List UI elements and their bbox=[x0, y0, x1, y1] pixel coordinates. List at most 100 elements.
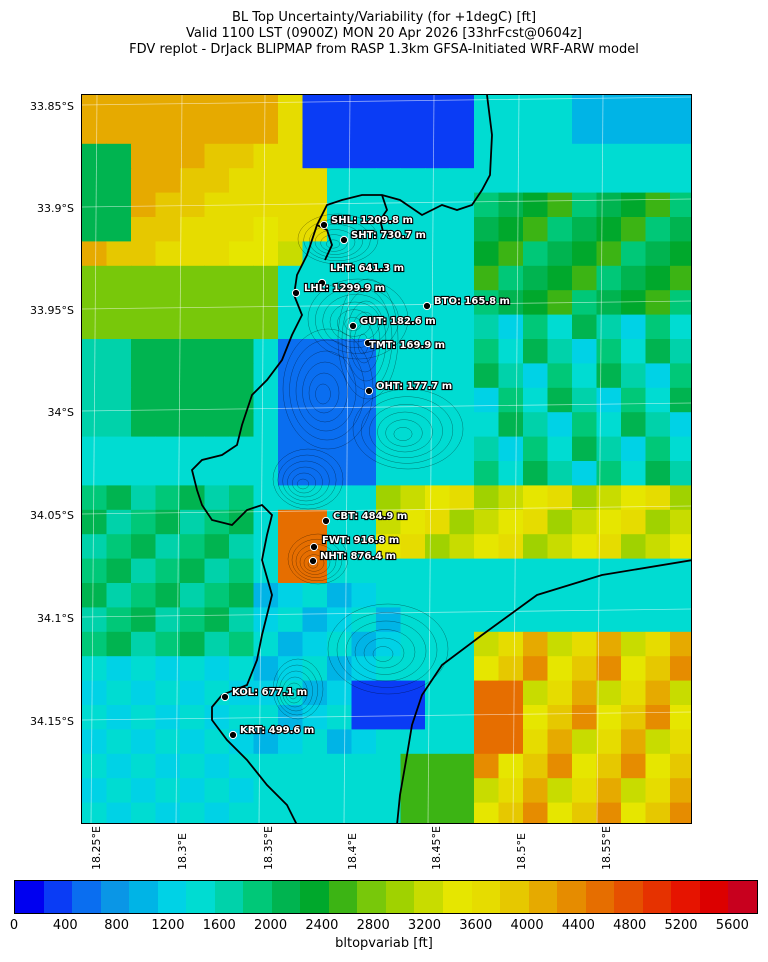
map-canvas: SHL: 1209.8 m SHT: 730.7 m LHT: 641.3 m LHL… bbox=[82, 95, 691, 823]
station-sht[interactable]: SHT: 730.7 m bbox=[339, 229, 427, 245]
grid-cell bbox=[327, 119, 352, 145]
grid-cell bbox=[572, 485, 597, 511]
grid-cell bbox=[351, 485, 377, 511]
grid-cell bbox=[180, 705, 205, 730]
terrain-contour bbox=[327, 603, 449, 695]
grid-cell bbox=[253, 778, 279, 804]
grid-cell bbox=[645, 778, 671, 804]
grid-cell bbox=[547, 119, 573, 145]
grid-cell bbox=[106, 558, 132, 584]
grid-cell bbox=[155, 363, 181, 389]
station-fwt[interactable]: FWT: 916.8 m bbox=[309, 534, 400, 552]
grid-cell bbox=[155, 607, 181, 633]
station-tmt[interactable]: TMT: 169.9 m bbox=[363, 338, 446, 352]
grid-cell bbox=[596, 558, 622, 584]
grid-cell bbox=[547, 265, 573, 291]
grid-cell bbox=[106, 265, 132, 291]
grid-cell bbox=[106, 119, 132, 145]
station-bto[interactable]: BTO: 165.8 m bbox=[422, 295, 511, 311]
terrain-contour bbox=[363, 637, 405, 669]
grid-cell bbox=[82, 143, 107, 169]
grid-cell bbox=[351, 680, 377, 706]
station-krt[interactable]: KRT: 499.6 m bbox=[228, 724, 315, 740]
station-marker[interactable] bbox=[364, 386, 374, 396]
grid-cell bbox=[302, 387, 328, 413]
grid-cell bbox=[400, 729, 426, 755]
terrain-contour bbox=[352, 388, 464, 470]
colorbar-swatch bbox=[671, 881, 700, 913]
station-marker[interactable] bbox=[321, 516, 331, 526]
station-marker[interactable] bbox=[309, 542, 319, 552]
station-label: BTO: 165.8 m bbox=[434, 296, 510, 307]
terrain-contour bbox=[345, 620, 427, 682]
grid-cell bbox=[670, 558, 691, 584]
grid-cell bbox=[449, 607, 475, 633]
station-marker[interactable] bbox=[348, 321, 358, 331]
grid-cell bbox=[376, 241, 401, 267]
grid-cell bbox=[425, 583, 450, 608]
grid-cell bbox=[327, 607, 352, 633]
station-marker[interactable] bbox=[339, 235, 349, 245]
grid-cell bbox=[180, 412, 205, 438]
grid-cell bbox=[204, 753, 230, 779]
colorbar-swatch bbox=[528, 881, 558, 913]
grid-cell bbox=[547, 363, 573, 389]
grid-cell bbox=[351, 412, 377, 438]
station-marker[interactable] bbox=[317, 278, 327, 288]
station-marker[interactable] bbox=[220, 692, 230, 702]
grid-cell bbox=[425, 461, 450, 486]
grid-cell bbox=[621, 119, 646, 145]
grid-cell bbox=[645, 705, 671, 730]
grid-cell bbox=[253, 143, 279, 169]
terrain-contour bbox=[354, 629, 416, 675]
grid-cell bbox=[327, 509, 352, 535]
grid-cell bbox=[425, 363, 450, 389]
station-gut[interactable]: GUT: 182.6 m bbox=[348, 315, 437, 331]
grid-cell bbox=[572, 192, 597, 218]
grid-cell bbox=[572, 119, 597, 145]
grid-cell bbox=[155, 339, 181, 364]
grid-cell bbox=[523, 558, 548, 584]
grid-cell bbox=[425, 753, 450, 779]
grid-cell bbox=[327, 436, 352, 462]
grid-cell bbox=[449, 314, 475, 340]
coastline-segment bbox=[396, 559, 691, 823]
colorbar-swatch bbox=[43, 881, 73, 913]
grid-cell bbox=[278, 631, 303, 657]
grid-cell bbox=[106, 729, 132, 755]
grid-cell bbox=[327, 485, 352, 511]
station-lhl[interactable]: LHL: 1299.9 m bbox=[291, 282, 386, 298]
station-marker[interactable] bbox=[363, 338, 373, 348]
grid-cell bbox=[131, 119, 156, 145]
grid-cell bbox=[351, 753, 377, 779]
grid-cell bbox=[180, 436, 205, 462]
grid-cell bbox=[645, 607, 671, 633]
station-kol[interactable]: KOL: 677.1 m bbox=[220, 686, 308, 702]
grid-cell bbox=[327, 387, 352, 413]
grid-cell bbox=[302, 168, 328, 194]
station-oht[interactable]: OHT: 177.7 m bbox=[364, 380, 453, 396]
grid-cell bbox=[82, 753, 107, 779]
station-nht[interactable]: NHT: 876.4 m bbox=[308, 550, 397, 566]
grid-cell bbox=[498, 412, 524, 438]
station-marker[interactable] bbox=[319, 220, 329, 230]
station-marker[interactable] bbox=[422, 301, 432, 311]
station-marker[interactable] bbox=[291, 288, 301, 298]
grid-cell bbox=[302, 607, 328, 633]
station-marker[interactable] bbox=[228, 730, 238, 740]
grid-cell bbox=[523, 753, 548, 779]
grid-cell bbox=[449, 241, 475, 267]
grid-cell bbox=[155, 802, 181, 823]
station-lht[interactable]: LHT: 641.3 m bbox=[317, 262, 405, 288]
grid-cell bbox=[204, 290, 230, 316]
latitude-label: 34.1°S bbox=[37, 612, 74, 625]
terrain-contour bbox=[291, 538, 343, 582]
station-cbt[interactable]: CBT: 484.9 m bbox=[321, 510, 408, 526]
grid-cell bbox=[204, 241, 230, 267]
station-marker[interactable] bbox=[308, 556, 318, 566]
grid-cell bbox=[204, 558, 230, 584]
grid-cell bbox=[645, 265, 671, 291]
grid-cell bbox=[670, 412, 691, 438]
station-shl[interactable]: SHL: 1209.8 m bbox=[319, 214, 414, 230]
grid-cell bbox=[131, 412, 156, 438]
